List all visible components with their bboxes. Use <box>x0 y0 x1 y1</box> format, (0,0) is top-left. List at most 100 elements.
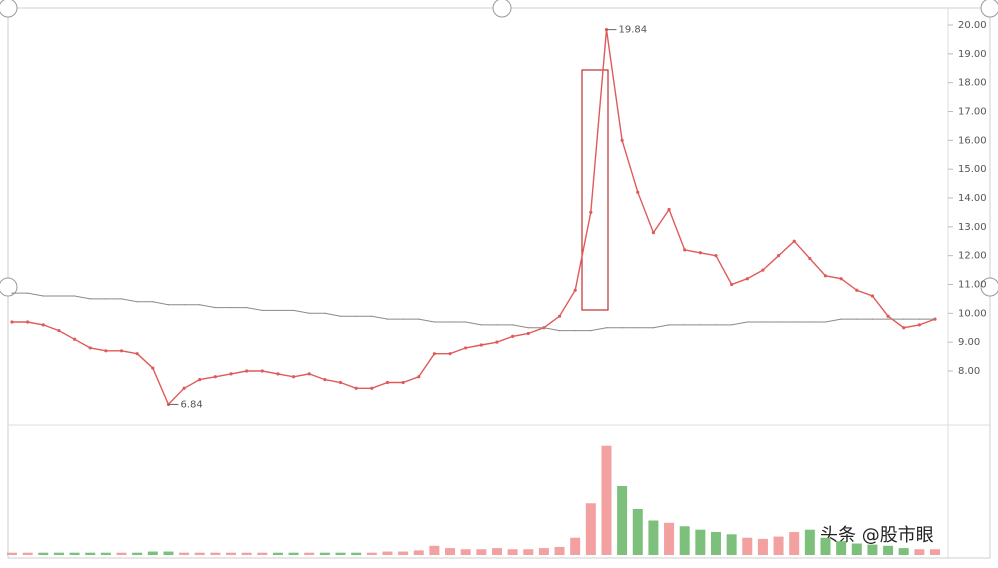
price-point <box>355 315 357 317</box>
price-point <box>903 318 905 320</box>
volume-bar <box>163 551 174 555</box>
price-point <box>136 301 138 303</box>
volume-bar <box>883 545 894 555</box>
price-point <box>589 210 593 215</box>
volume-bar <box>523 549 534 555</box>
price-point <box>934 318 936 320</box>
handle <box>980 277 998 297</box>
price-point <box>401 380 405 385</box>
price-point <box>745 277 749 281</box>
volume-bar <box>445 548 456 555</box>
low-label: 6.84 <box>180 399 202 410</box>
price-point <box>41 323 45 327</box>
price-point <box>590 330 592 332</box>
volume-bar <box>22 552 33 555</box>
y-tick-label: 16.00 <box>958 135 987 146</box>
price-point <box>11 292 13 294</box>
price-point <box>433 321 435 323</box>
y-tick-label: 15.00 <box>958 164 987 175</box>
volume-bar <box>116 552 127 555</box>
price-point <box>308 312 310 314</box>
volume-bar <box>319 552 330 555</box>
handle <box>492 0 512 18</box>
handle <box>0 0 18 18</box>
price-point <box>26 320 30 324</box>
volume-bar <box>69 552 80 555</box>
price-point <box>73 295 76 297</box>
volume-bar <box>632 509 643 555</box>
price-point <box>339 315 342 317</box>
price-point <box>42 295 44 297</box>
volume-bar <box>335 552 346 555</box>
y-tick-label: 10.00 <box>958 308 987 319</box>
price-point <box>119 349 124 353</box>
y-tick-label: 19.00 <box>958 49 987 60</box>
volume-bar <box>664 522 675 555</box>
price-point <box>792 239 796 243</box>
volume-bar <box>757 538 768 555</box>
price-point <box>245 369 249 373</box>
volume-bar <box>398 551 409 555</box>
price-point <box>684 324 686 326</box>
price-point <box>621 327 623 329</box>
price-point <box>512 324 514 326</box>
price-point <box>464 346 468 350</box>
y-tick-label: 14.00 <box>958 193 987 204</box>
volume-bar <box>85 552 96 555</box>
volume-bar <box>288 552 299 555</box>
highlight-box <box>581 69 609 311</box>
price-point <box>714 254 718 258</box>
volume-bar <box>194 552 205 555</box>
price-point <box>465 321 467 323</box>
volume-bar <box>241 552 252 555</box>
price-point <box>402 318 404 320</box>
volume-bar <box>742 537 753 555</box>
price-point <box>731 324 733 326</box>
price-point <box>213 375 217 379</box>
volume-bar <box>210 552 221 555</box>
price-point <box>417 375 421 379</box>
volume-bar <box>679 526 690 555</box>
y-tick-label: 13.00 <box>958 222 987 233</box>
price-point <box>246 306 248 309</box>
handle <box>980 0 998 18</box>
price-point <box>338 380 343 385</box>
price-point <box>746 321 748 323</box>
price-point <box>167 304 170 306</box>
y-tick-label: 17.00 <box>958 106 987 117</box>
price-point <box>182 386 186 390</box>
price-point <box>135 352 139 356</box>
price-point <box>730 282 734 287</box>
price-point <box>151 366 155 370</box>
price-point <box>480 324 482 326</box>
price-point <box>57 329 61 333</box>
peak-label: 19.84 <box>618 25 647 36</box>
price-point <box>323 378 327 382</box>
price-point <box>27 292 29 294</box>
price-point <box>230 306 232 309</box>
price-point <box>324 312 326 314</box>
price-point <box>105 298 107 300</box>
price-point <box>557 314 562 318</box>
price-point <box>870 294 875 298</box>
volume-bar <box>147 551 158 555</box>
volume-bar <box>38 552 49 555</box>
price-point <box>887 318 889 320</box>
price-point <box>479 343 483 347</box>
price-point <box>871 318 874 320</box>
resize-handles <box>0 0 998 297</box>
price-point <box>651 230 656 235</box>
volume-bar <box>789 532 800 555</box>
price-point <box>496 324 498 326</box>
price-point <box>371 315 373 317</box>
price-line <box>12 29 936 406</box>
price-point <box>809 321 811 323</box>
volume-bar <box>304 552 315 555</box>
volume-bar <box>836 541 847 555</box>
volume-bar <box>570 537 581 555</box>
volume-bar <box>429 545 440 555</box>
price-point <box>72 337 77 341</box>
volume-bar <box>257 552 268 555</box>
price-line <box>12 292 935 332</box>
price-point <box>698 251 702 255</box>
